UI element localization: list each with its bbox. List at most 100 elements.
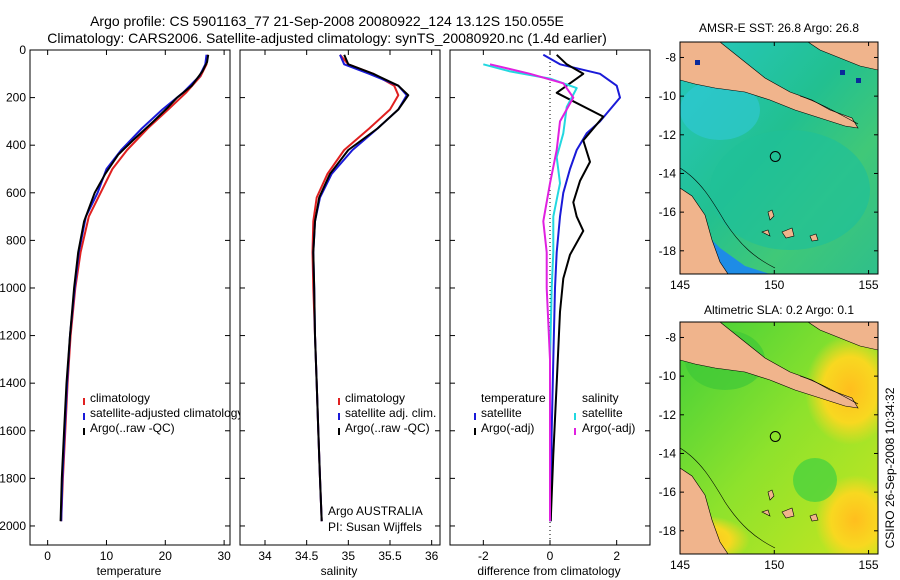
- legend-salinity-heading: salinity: [582, 391, 619, 405]
- x-tick-label: 2: [613, 549, 620, 563]
- sst-cool-area: [680, 80, 760, 140]
- temperature-lines-layer: [59, 54, 210, 522]
- x-tick-label: 20: [159, 549, 173, 563]
- series-line-argo-raw-qc: [312, 54, 410, 522]
- new-britain-landmass: [807, 42, 878, 71]
- sst-pixel: [856, 78, 861, 83]
- difference-legend: temperature satellite Argo(-adj) salinit…: [474, 391, 635, 435]
- sst-pixel: [840, 70, 845, 75]
- australia-landmass: [680, 187, 729, 274]
- y-tick-label: -14: [659, 166, 677, 180]
- coral-sea-reefs: [761, 489, 819, 522]
- depth-contour: [680, 167, 776, 269]
- x-tick-label: 35: [342, 549, 356, 563]
- new-guinea-landmass: [680, 322, 859, 409]
- y-tick-label: 1000: [0, 281, 26, 295]
- salinity-plot-frame: [239, 49, 441, 546]
- x-tick-label: 0: [44, 549, 51, 563]
- sla-map-frame: [679, 321, 879, 555]
- y-tick-label: -16: [659, 485, 677, 499]
- pi-label: PI: Susan Wijffels: [328, 520, 422, 534]
- temperature-panel: 0 10 20 30 0 200 400 600 800 1000 1200 1400 1600 1800…: [0, 43, 243, 578]
- legend-temperature-heading: temperature: [481, 391, 546, 405]
- new-britain-landmass: [807, 322, 878, 351]
- y-tick-label: -10: [659, 369, 677, 383]
- legend-temp-satellite: satellite: [481, 406, 522, 420]
- sla-high-anomaly: [805, 335, 878, 445]
- legend-satellite-adj-clim: satellite adj. clim.: [345, 406, 436, 420]
- difference-panel: -2 0 2 difference from climatology tempera…: [449, 49, 651, 578]
- y-tick-label: -18: [659, 244, 677, 258]
- x-tick-label: 145: [670, 558, 690, 572]
- csiro-credit: CSIRO 26-Sep-2008 10:34:32: [883, 387, 897, 548]
- y-tick-label: -10: [659, 89, 677, 103]
- depth-contour: [799, 375, 859, 405]
- y-tick-label: -16: [659, 205, 677, 219]
- header-line2: Climatology: CARS2006. Satellite-adjuste…: [47, 30, 607, 46]
- sst-map-field: [680, 42, 878, 274]
- sst-map-title: AMSR-E SST: 26.8 Argo: 26.8: [699, 21, 859, 35]
- sla-map-field: [680, 322, 878, 554]
- salinity-tick-layer: 34 34.5 35 35.5 36: [240, 49, 440, 563]
- legend-argo: Argo(..raw -QC): [345, 421, 430, 435]
- legend-climatology: climatology: [345, 391, 405, 405]
- legend-climatology: climatology: [90, 391, 150, 405]
- sst-warm-area: [710, 130, 870, 250]
- y-tick-label: 400: [6, 138, 26, 152]
- legend-sal-satellite: satellite: [582, 406, 623, 420]
- argo-australia-label: Argo AUSTRALIA: [328, 504, 423, 518]
- salinity-legend: climatology satellite adj. clim. Argo(..…: [338, 391, 436, 435]
- y-tick-label: 600: [6, 186, 26, 200]
- legend-sal-argo: Argo(-adj): [582, 421, 635, 435]
- salinity-lines-layer: [311, 54, 410, 522]
- new-guinea-landmass: [680, 42, 859, 129]
- x-tick-label: 35.5: [378, 549, 402, 563]
- sla-low-anomaly: [793, 458, 837, 502]
- y-tick-label: 1200: [0, 329, 26, 343]
- depth-contour: [680, 447, 776, 549]
- sst-map-panel: AMSR-E SST: 26.8 Argo: 26.8 145 150 155 -8 -…: [659, 21, 879, 292]
- sla-tick-layer: 145 150 155 -8 -10 -12 -14 -16 -18: [659, 322, 879, 572]
- x-tick-label: 150: [764, 558, 784, 572]
- x-tick-label: 34: [258, 549, 272, 563]
- x-tick-label: 30: [217, 549, 231, 563]
- legend-temp-argo: Argo(-adj): [481, 421, 534, 435]
- x-tick-label: 36: [425, 549, 439, 563]
- australia-landmass: [680, 467, 729, 554]
- y-tick-label: 2000: [0, 519, 26, 533]
- x-tick-label: 150: [764, 278, 784, 292]
- series-line-temperature-satellite: [542, 53, 621, 522]
- header-line1: Argo profile: CS 5901163_77 21-Sep-2008 …: [90, 13, 564, 29]
- sst-pixel: [695, 60, 700, 65]
- x-tick-label: 0: [547, 549, 554, 563]
- sst-map-frame: [679, 41, 879, 275]
- argo-position-marker: [769, 151, 781, 162]
- series-line-temperature-argo-adj: [549, 54, 605, 522]
- y-tick-label: -8: [665, 330, 676, 344]
- x-tick-label: 10: [100, 549, 114, 563]
- x-tick-label: 34.5: [295, 549, 319, 563]
- y-tick-label: -8: [665, 50, 676, 64]
- y-tick-label: -14: [659, 446, 677, 460]
- temperature-tick-layer: 0 10 20 30 0 200 400 600 800 1000 1200 1400 1600 1800…: [0, 43, 231, 563]
- legend-argo: Argo(..raw -QC): [90, 421, 175, 435]
- y-tick-label: -18: [659, 524, 677, 538]
- temperature-xlabel: temperature: [97, 564, 162, 578]
- sst-tick-layer: 145 150 155 -8 -10 -12 -14 -16 -18: [659, 42, 879, 292]
- salinity-xlabel: salinity: [321, 564, 358, 578]
- x-tick-label: 155: [859, 278, 879, 292]
- legend-satellite-adjusted: satellite-adjusted climatology: [90, 406, 243, 420]
- temperature-plot-frame: [29, 49, 231, 546]
- difference-xlabel: difference from climatology: [477, 564, 620, 578]
- depth-contour: [799, 95, 859, 125]
- series-line-salinity-argo-adj: [489, 63, 575, 522]
- y-tick-label: 200: [6, 91, 26, 105]
- difference-lines-layer: [483, 53, 621, 522]
- y-tick-label: -12: [659, 128, 677, 142]
- salinity-panel: 34 34.5 35 35.5 36 salinity climatology sate…: [239, 49, 441, 578]
- x-tick-label: 155: [859, 558, 879, 572]
- y-tick-label: 1800: [0, 471, 26, 485]
- temperature-legend: climatology satellite-adjusted climatolo…: [83, 391, 243, 435]
- sla-map-title: Altimetric SLA: 0.2 Argo: 0.1: [704, 303, 854, 317]
